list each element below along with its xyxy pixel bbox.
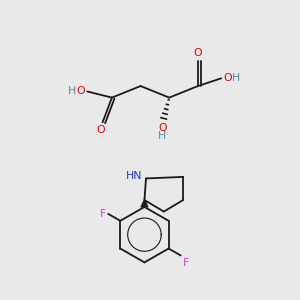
Text: O: O (194, 48, 202, 58)
Text: H: H (232, 73, 240, 83)
Text: HN: HN (126, 171, 142, 181)
Text: O: O (76, 86, 85, 96)
Text: H: H (158, 131, 166, 142)
Text: O: O (158, 123, 166, 133)
Text: F: F (100, 209, 106, 219)
Text: O: O (224, 73, 232, 83)
Text: H: H (68, 86, 76, 96)
Text: F: F (183, 258, 189, 268)
Polygon shape (141, 200, 148, 207)
Text: O: O (97, 125, 105, 135)
